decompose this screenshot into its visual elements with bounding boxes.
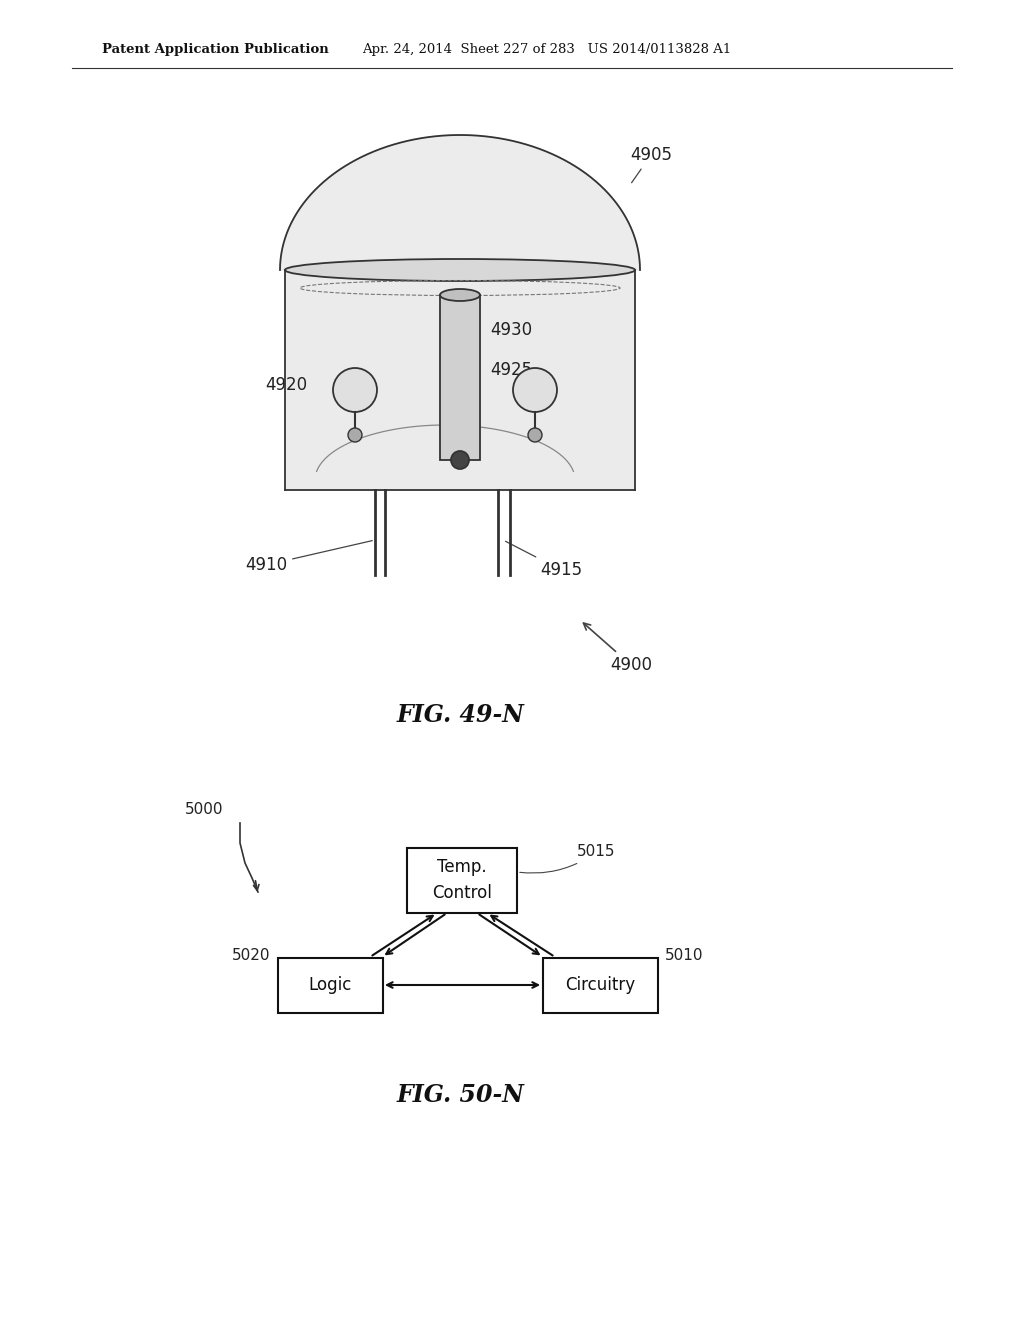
Text: 4930: 4930 xyxy=(490,321,532,339)
Bar xyxy=(278,957,383,1012)
Text: 4910: 4910 xyxy=(245,541,373,574)
Bar xyxy=(543,957,657,1012)
Circle shape xyxy=(513,368,557,412)
Circle shape xyxy=(333,368,377,412)
Polygon shape xyxy=(280,135,640,271)
Bar xyxy=(285,271,635,490)
Text: FIG. 50-N: FIG. 50-N xyxy=(396,1082,524,1107)
Text: 4915: 4915 xyxy=(506,541,582,579)
Text: 5010: 5010 xyxy=(665,948,703,962)
Text: 5000: 5000 xyxy=(185,803,223,817)
Bar xyxy=(407,847,517,912)
Bar xyxy=(440,294,480,459)
Text: 4925: 4925 xyxy=(490,360,532,379)
Ellipse shape xyxy=(440,289,480,301)
Text: 4900: 4900 xyxy=(584,623,652,675)
Text: Circuitry: Circuitry xyxy=(565,975,635,994)
Text: 4920: 4920 xyxy=(265,376,307,393)
Text: Logic: Logic xyxy=(308,975,351,994)
Text: Control: Control xyxy=(432,884,492,902)
Circle shape xyxy=(528,428,542,442)
Text: Apr. 24, 2014  Sheet 227 of 283   US 2014/0113828 A1: Apr. 24, 2014 Sheet 227 of 283 US 2014/0… xyxy=(362,44,731,57)
Text: Patent Application Publication: Patent Application Publication xyxy=(102,44,329,57)
Ellipse shape xyxy=(285,259,635,281)
Text: FIG. 49-N: FIG. 49-N xyxy=(396,704,524,727)
Circle shape xyxy=(451,451,469,469)
Text: 4905: 4905 xyxy=(630,147,672,182)
Circle shape xyxy=(348,428,362,442)
Text: 5020: 5020 xyxy=(231,948,270,962)
Text: Temp.: Temp. xyxy=(437,858,486,876)
Text: 5015: 5015 xyxy=(520,845,615,873)
